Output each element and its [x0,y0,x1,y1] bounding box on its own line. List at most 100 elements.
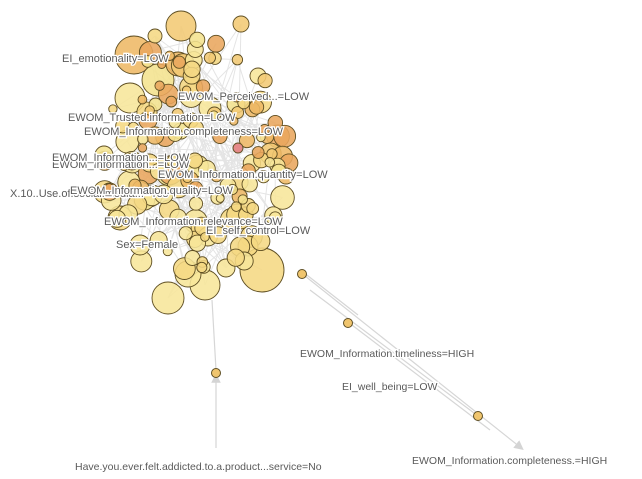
rule-node[interactable] [181,85,192,95]
rule-node[interactable] [212,128,228,144]
rule-node[interactable] [165,95,178,108]
rule-node[interactable] [172,55,186,69]
rule-node[interactable] [232,142,244,154]
rule-node[interactable] [137,143,148,153]
label-social-media: X.10..Use.of.social.media...=Yes [10,188,169,200]
rule-node[interactable] [149,231,168,250]
rule-node[interactable] [186,152,203,169]
rule-node[interactable] [256,132,266,143]
label-info-timeliness-high: EWOM_Information.timeliness=HIGH [300,348,474,360]
rule-node[interactable] [128,178,142,192]
rule-node[interactable] [232,15,250,33]
rule-node[interactable] [151,281,185,315]
label-info-completeness-low: EWOM_Information.completeness=LOW [84,126,284,138]
rule-edge [213,23,242,116]
edge-addicted-b [211,299,217,371]
rule-node[interactable] [256,169,271,184]
label-ewom-info-a: EWOM_Information...=LOW [52,159,190,171]
label-ewom-info-b: EWOM_Information...=LOW [52,152,190,164]
rule-node[interactable] [270,163,287,180]
rule-node[interactable] [103,183,115,194]
rule-node[interactable] [165,10,197,42]
rule-nodes [93,10,299,315]
outlier-edges [211,271,524,450]
rule-node[interactable] [188,180,204,196]
rule-node[interactable] [171,107,184,121]
rule-node[interactable] [248,99,265,115]
rule-edge [260,153,272,242]
rule-node[interactable] [210,170,223,183]
rule-node[interactable] [237,194,248,205]
rule-node[interactable] [127,121,140,134]
edge-wellbeing [302,271,359,316]
rule-node[interactable] [209,226,227,244]
label-perceived-a: EWOM_Perceived...=LOW [178,91,310,103]
rule-node[interactable] [162,166,173,177]
rule-node[interactable] [250,231,271,252]
rule-node[interactable] [162,246,173,257]
rule-node[interactable] [166,154,180,168]
rule-node-timeliness[interactable] [297,269,307,279]
rule-node[interactable] [229,116,239,126]
rule-node[interactable] [164,50,175,61]
rule-node[interactable] [200,232,210,242]
rule-node[interactable] [183,60,201,78]
label-info-completeness-high: EWOM_Information.completeness.=HIGH [412,455,607,467]
item-labels: EI_emotionality=LOW EWOM_Perceived...=LO… [9,52,609,475]
rule-node[interactable] [141,55,154,68]
rule-node[interactable] [207,34,225,53]
label-info-quantity: EWOM_Information.quantity=LOW [158,169,328,181]
rule-node[interactable] [226,248,245,267]
label-sex-female: Sex=Female [116,239,178,251]
rule-node[interactable] [257,73,273,89]
rule-node[interactable] [182,173,193,184]
label-well-being: EI_well_being=LOW [342,381,438,393]
rule-node[interactable] [129,234,151,256]
rule-node[interactable] [189,31,206,48]
edge-completeness-b [309,289,479,417]
rule-node[interactable] [147,28,163,44]
rule-node[interactable] [195,79,211,94]
rule-node-addicted[interactable] [211,368,221,378]
rule-node[interactable] [94,145,114,165]
rule-node[interactable] [239,132,255,149]
rule-node[interactable] [241,163,256,179]
rule-node[interactable] [157,59,167,69]
rule-node[interactable] [144,105,155,116]
rule-node[interactable] [203,51,216,64]
rule-node[interactable] [231,201,242,212]
rule-node[interactable] [188,120,204,136]
rule-node[interactable] [251,146,265,159]
rule-node[interactable] [198,160,216,178]
label-info-relevance: EWOM_Information.relevance=LOW [104,216,283,228]
rule-node[interactable] [246,202,260,215]
rule-node[interactable] [268,211,282,225]
rule-node[interactable] [108,209,127,228]
rule-node[interactable] [178,226,193,241]
label-trusted-info: EWOM_Trusted.information=LOW [68,112,236,124]
edge-completeness-a [347,321,491,431]
rule-node[interactable] [231,92,242,103]
rule-node[interactable] [108,104,118,114]
rule-node[interactable] [154,184,174,205]
rule-node[interactable] [154,80,165,91]
rule-node[interactable] [264,157,276,168]
rule-node[interactable] [169,208,187,227]
rule-node[interactable] [226,183,238,196]
rule-node[interactable] [137,94,148,105]
label-self-control: EI_self_control=LOW [206,225,311,237]
rule-node-wellbeing[interactable] [343,318,353,328]
rule-node-completeness[interactable] [473,411,483,421]
outlier-nodes [211,269,483,421]
rule-node[interactable] [267,114,284,131]
rule-node[interactable] [196,261,208,273]
rule-node[interactable] [270,185,295,210]
rule-node[interactable] [215,193,225,203]
edge-timeliness [299,271,524,450]
rule-node[interactable] [209,110,219,120]
rule-node[interactable] [188,196,204,211]
rule-node[interactable] [118,160,130,171]
label-addicted: Have.you.ever.felt.addicted.to.a.product… [75,461,322,473]
rule-node[interactable] [231,54,244,66]
